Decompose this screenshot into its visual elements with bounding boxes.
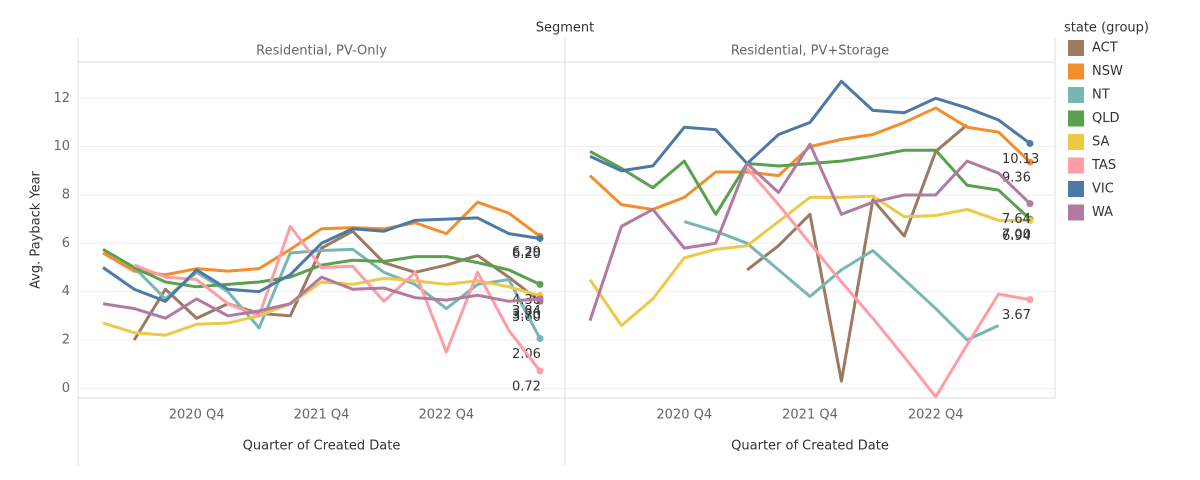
series-line (132, 229, 541, 341)
value-label: 6.20 (512, 247, 541, 262)
end-point (1026, 200, 1034, 208)
y-tick-label: 6 (62, 236, 70, 251)
end-point (536, 234, 544, 242)
series-line (683, 220, 1000, 342)
series-line (102, 276, 541, 337)
x-tick-label: 2022 Q4 (418, 408, 474, 423)
value-label: 6.94 (1002, 229, 1031, 244)
legend-swatch (1068, 110, 1084, 127)
x-tick-label: 2022 Q4 (908, 408, 964, 423)
end-point (536, 335, 544, 343)
value-label: 3.60 (512, 310, 541, 325)
y-tick-label: 10 (53, 139, 70, 154)
legend-swatch (1068, 181, 1084, 197)
series-line (746, 123, 969, 383)
legend-swatch (1068, 87, 1084, 103)
value-label: 3.67 (1002, 308, 1031, 323)
legend-label: QLD (1092, 111, 1120, 126)
legend-swatch (1068, 204, 1084, 221)
series-line (746, 167, 1031, 399)
x-tick-label: 2020 Q4 (169, 408, 225, 423)
y-tick-label: 8 (62, 187, 70, 202)
legend-title: state (group) (1064, 21, 1149, 36)
chart-title: Segment (536, 21, 595, 36)
value-label: 3.70 (512, 307, 541, 322)
panel-title: Residential, PV-Only (256, 44, 387, 59)
x-tick-label: 2021 Q4 (782, 408, 838, 423)
y-tick-label: 2 (62, 332, 70, 347)
series-line (102, 216, 541, 303)
series-line (588, 194, 1031, 327)
end-point (1026, 158, 1034, 166)
legend-label: TAS (1091, 158, 1116, 173)
legend-swatch (1068, 40, 1084, 56)
end-point (536, 295, 544, 303)
legend-swatch (1068, 157, 1084, 174)
series-line (102, 275, 541, 320)
x-tick-label: 2021 Q4 (294, 408, 350, 423)
panel-title: Residential, PV+Storage (731, 44, 889, 59)
legend-swatch (1068, 134, 1084, 150)
series-line (589, 79, 1031, 173)
x-tick-label: 2020 Q4 (656, 408, 712, 423)
y-tick-label: 0 (62, 381, 70, 396)
legend-label: NT (1092, 88, 1110, 103)
value-label: 7.64 (1002, 212, 1031, 227)
legend-label: SA (1092, 135, 1109, 150)
value-label: 10.13 (1002, 152, 1039, 167)
series-line (102, 200, 541, 277)
value-label: 9.36 (1002, 171, 1031, 186)
end-point (1026, 139, 1034, 147)
y-axis-title: Avg. Payback Year (29, 170, 44, 288)
end-point (1026, 296, 1034, 304)
end-point (1026, 217, 1034, 225)
series-line (133, 224, 542, 372)
end-point (536, 367, 544, 375)
legend-label: ACT (1092, 41, 1118, 56)
x-axis-title: Quarter of Created Date (243, 439, 401, 454)
y-tick-label: 4 (62, 284, 70, 299)
value-label: 7.00 (1002, 228, 1031, 243)
value-label: 6.29 (512, 245, 541, 260)
value-label: 3.84 (512, 304, 541, 319)
legend-swatch (1068, 63, 1084, 80)
series-line (588, 142, 1032, 322)
end-point (536, 280, 544, 288)
legend-label: VIC (1092, 182, 1114, 197)
value-label: 0.72 (512, 379, 541, 394)
x-axis-title: Quarter of Created Date (731, 439, 889, 454)
y-tick-label: 12 (53, 91, 70, 106)
legend-label: WA (1092, 205, 1113, 220)
legend-label: NSW (1092, 64, 1123, 79)
